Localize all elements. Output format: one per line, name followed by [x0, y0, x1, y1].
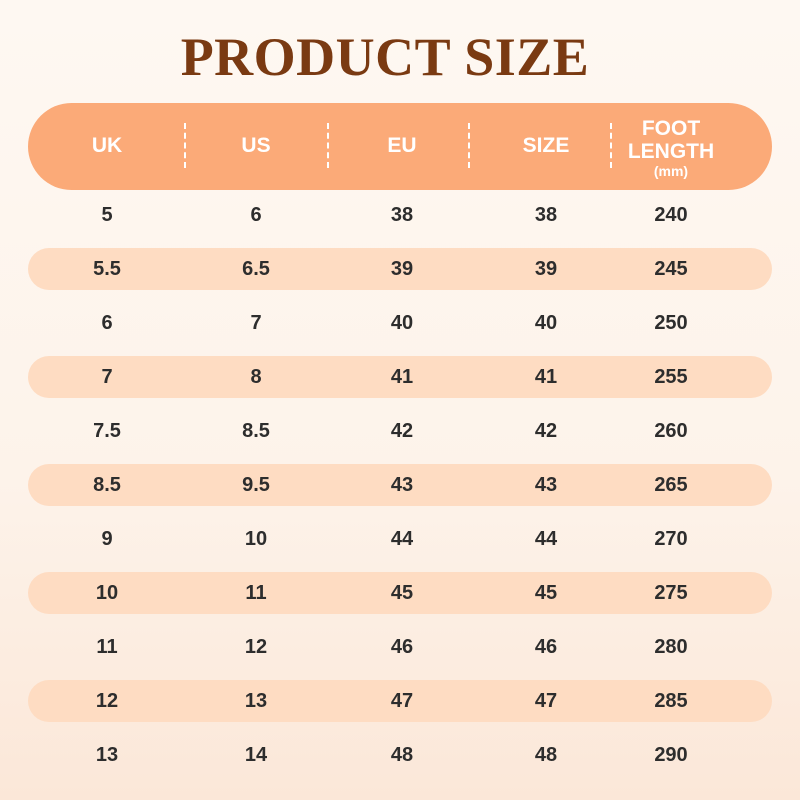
table-cell: 5.5 [93, 258, 121, 280]
table-cell: 43 [534, 474, 558, 496]
table-row: 10 11 45 45 275 [28, 572, 772, 614]
table-cell: 44 [390, 528, 414, 550]
column-header-eu: EU [387, 134, 417, 158]
table-row: 8.5 9.5 43 43 265 [28, 464, 772, 506]
column-header-foot-length: FOOT LENGTH (mm) [621, 103, 721, 190]
column-header-size: SIZE [522, 134, 570, 158]
column-header-us: US [241, 134, 271, 158]
table-cell: 265 [654, 474, 688, 496]
table-cell: 5 [101, 204, 113, 226]
table-row: 5 6 38 38 240 [28, 194, 772, 236]
table-cell: 10 [95, 582, 119, 604]
table-cell: 47 [390, 690, 414, 712]
table-cell: 13 [244, 690, 268, 712]
table-cell: 46 [390, 636, 414, 658]
table-cell: 7 [101, 366, 113, 388]
table-cell: 240 [654, 204, 688, 226]
table-row: 7 8 41 41 255 [28, 356, 772, 398]
table-cell: 8 [250, 366, 262, 388]
table-cell: 9 [101, 528, 113, 550]
table-cell: 42 [390, 420, 414, 442]
table-cell: 280 [654, 636, 688, 658]
table-cell: 6 [250, 204, 262, 226]
table-cell: 9.5 [242, 474, 270, 496]
column-header-uk: UK [91, 134, 123, 158]
column-divider [184, 123, 186, 168]
table-cell: 46 [534, 636, 558, 658]
table-header: UK US EU SIZE FOOT LENGTH (mm) [28, 103, 772, 190]
table-cell: 45 [534, 582, 558, 604]
table-cell: 44 [534, 528, 558, 550]
table-cell: 39 [390, 258, 414, 280]
page-title: PRODUCT SIZE [180, 27, 590, 87]
table-cell: 41 [390, 366, 414, 388]
table-cell: 10 [244, 528, 268, 550]
table-row: 6 7 40 40 250 [28, 302, 772, 344]
header-unit: (mm) [653, 162, 689, 179]
table-cell: 7 [250, 312, 262, 334]
column-divider [327, 123, 329, 168]
table-cell: 13 [95, 744, 119, 766]
table-cell: 48 [390, 744, 414, 766]
table-cell: 11 [96, 636, 118, 658]
table-cell: 43 [390, 474, 414, 496]
table-cell: 250 [654, 312, 688, 334]
table-cell: 7.5 [93, 420, 121, 442]
table-cell: 14 [244, 744, 268, 766]
table-cell: 255 [654, 366, 688, 388]
table-cell: 40 [390, 312, 414, 334]
table-cell: 12 [244, 636, 268, 658]
table-cell: 45 [390, 582, 414, 604]
column-divider [468, 123, 470, 168]
table-cell: 285 [654, 690, 688, 712]
table-cell: 41 [534, 366, 558, 388]
table-cell: 260 [654, 420, 688, 442]
table-row: 13 14 48 48 290 [28, 734, 772, 776]
table-cell: 275 [654, 582, 688, 604]
table-cell: 38 [390, 204, 414, 226]
table-cell: 6.5 [242, 258, 270, 280]
table-cell: 6 [101, 312, 113, 334]
table-cell: 47 [534, 690, 558, 712]
table-cell: 11 [245, 582, 267, 604]
table-cell: 8.5 [242, 420, 270, 442]
table-row: 11 12 46 46 280 [28, 626, 772, 668]
table-row: 9 10 44 44 270 [28, 518, 772, 560]
header-label: FOOT LENGTH [627, 117, 715, 163]
table-cell: 48 [534, 744, 558, 766]
table-row: 5.5 6.5 39 39 245 [28, 248, 772, 290]
table-row: 12 13 47 47 285 [28, 680, 772, 722]
table-cell: 39 [534, 258, 558, 280]
table-cell: 42 [534, 420, 558, 442]
table-cell: 245 [654, 258, 688, 280]
table-cell: 38 [534, 204, 558, 226]
table-cell: 40 [534, 312, 558, 334]
table-cell: 8.5 [93, 474, 121, 496]
table-cell: 270 [654, 528, 688, 550]
table-cell: 290 [654, 744, 688, 766]
table-row: 7.5 8.5 42 42 260 [28, 410, 772, 452]
column-divider [610, 123, 612, 168]
table-cell: 12 [95, 690, 119, 712]
